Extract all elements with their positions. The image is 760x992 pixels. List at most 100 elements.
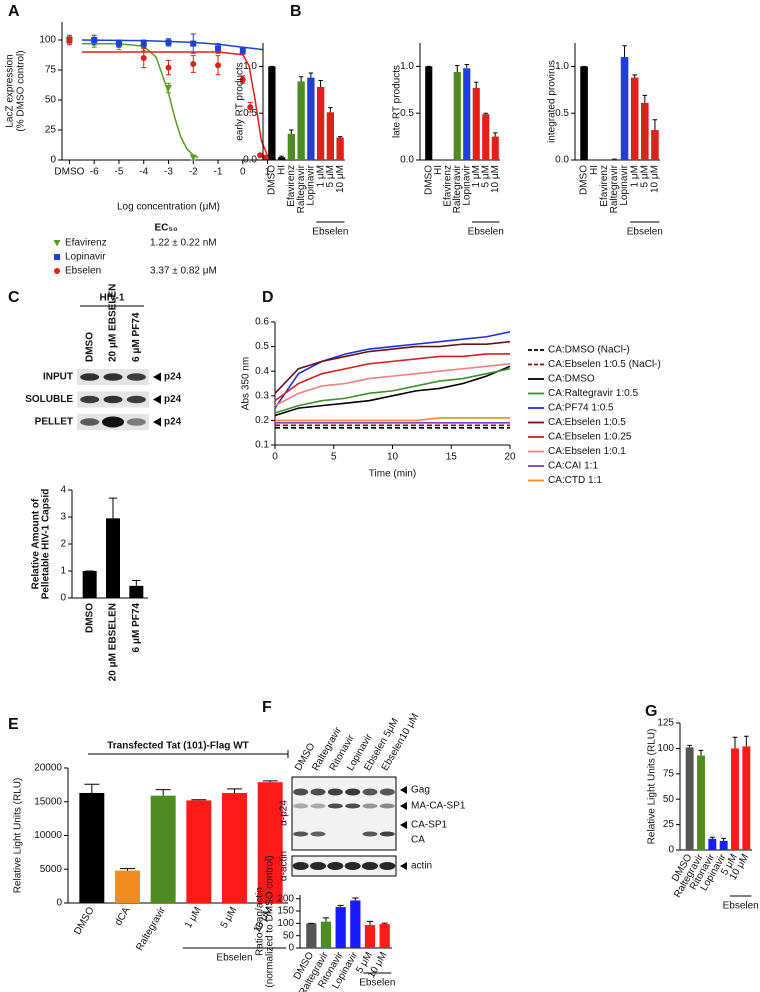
point [190,40,197,47]
blot-box [291,776,397,851]
antibody-label: α-p24 [279,800,290,826]
y-axis-label: Ratio Gag/actin [255,887,266,956]
blot-band [379,803,395,809]
band-arrow [400,821,407,829]
x-tick-label: 5 μM [639,165,650,187]
bar [257,782,283,903]
blot-band [362,803,378,809]
x-axis-label: Log concentration (μM) [117,202,220,213]
point [140,40,147,47]
x-tick-label: DMSO [579,165,590,195]
point [257,152,264,159]
x-tick-label: Efavirenz [286,165,297,207]
y-tick-label: 0 [288,943,294,954]
x-tick-label: 0 [272,452,278,463]
legend-label: CA:DMSO [548,374,595,385]
band-label: p24 [164,394,182,405]
bar [129,585,144,598]
x-tick-label: 6 μM PF74 [131,603,142,653]
point [215,45,222,52]
y-tick-label: 200 [277,893,294,904]
y-tick-label: 125 [657,718,674,729]
error-bar [632,74,637,78]
point [91,37,98,43]
error-bar [732,736,738,749]
bar [742,746,751,850]
error-bar [155,789,171,796]
y-tick-label: 15000 [34,796,62,807]
x-tick-label: Lopinavir [461,164,472,205]
lane-label: 20 μM EBSELEN [108,284,119,362]
error-bar [493,132,498,137]
y-tick-label: 0 [60,593,66,604]
y-tick-label: 100 [39,35,56,46]
blot-band [126,418,146,426]
x-tick-label: Efavirenz [442,165,453,207]
y-tick-label: 50 [283,930,295,941]
error-bar [687,744,693,748]
band-arrow [153,417,161,427]
row-label: SOLUBLE [25,394,73,405]
fit-curve [81,51,273,160]
y-tick-label: 1 [60,566,66,577]
bar [287,133,296,160]
y-axis-label: Abs 350 nm [241,357,252,410]
blot-band [310,788,326,796]
band-arrow [153,395,161,404]
x-tick-label: 1 [265,167,271,178]
y-tick-label: 0.2 [255,415,269,426]
y-tick-label: 150 [277,906,294,917]
y-axis-label: Relative Light Units (RLU) [647,729,658,845]
error-bar [308,72,314,78]
y-axis-label: (% DMSO control) [16,50,27,131]
line [274,363,511,407]
error-bar [108,497,118,519]
blot-band [362,788,378,796]
x-tick-label: DMSO [54,167,84,178]
panel-label: F [262,699,272,716]
x-tick-label: 1 μM [471,165,482,187]
blot-band [80,395,100,404]
x-tick-label: DMSO [423,165,434,195]
y-tick-label: 0.5 [243,108,257,119]
band-arrow [400,802,407,810]
y-axis-label: integrated provirus [547,60,558,143]
x-tick-label: Raltegravir [296,164,307,213]
point [239,76,246,83]
panel-label: B [290,3,302,20]
error-bar [337,136,343,138]
y-tick-label: 4 [60,485,66,496]
bar [335,907,346,948]
x-tick-label: 5 μM [480,165,491,187]
legend-value: 1.22 ± 0.22 nM [150,238,217,249]
blot-band [293,831,309,837]
error-bar [381,922,388,925]
band-arrow [400,862,407,870]
blot-band [362,862,378,870]
x-tick-label: 5 μM [325,165,336,187]
error-bar [464,64,469,69]
error-bar [642,94,648,103]
blot-band [345,788,361,796]
legend-marker [54,268,60,274]
y-tick-label: 0.4 [255,366,269,377]
y-tick-label: 0.6 [255,317,269,328]
legend-label: CA:Ebselen 1:0.5 (NaCl-) [548,359,661,370]
point [247,104,254,111]
y-tick-label: 20000 [34,763,62,774]
band-label: CA-SP1 [411,820,448,831]
x-tick-label: -5 [115,167,124,178]
x-tick-label: -2 [189,167,198,178]
x-tick-label: 0 [240,167,246,178]
blot-band [80,418,100,426]
error-bar [455,64,460,73]
x-tick-label: 10 μM [650,165,661,193]
y-tick-label: 0.0 [400,155,414,166]
blot-band [327,788,343,796]
bar [222,792,247,903]
y-tick-label: 0 [50,155,56,166]
line [274,353,510,402]
legend-label: Efavirenz [65,238,107,249]
point [115,40,122,47]
error-bar [721,837,727,841]
